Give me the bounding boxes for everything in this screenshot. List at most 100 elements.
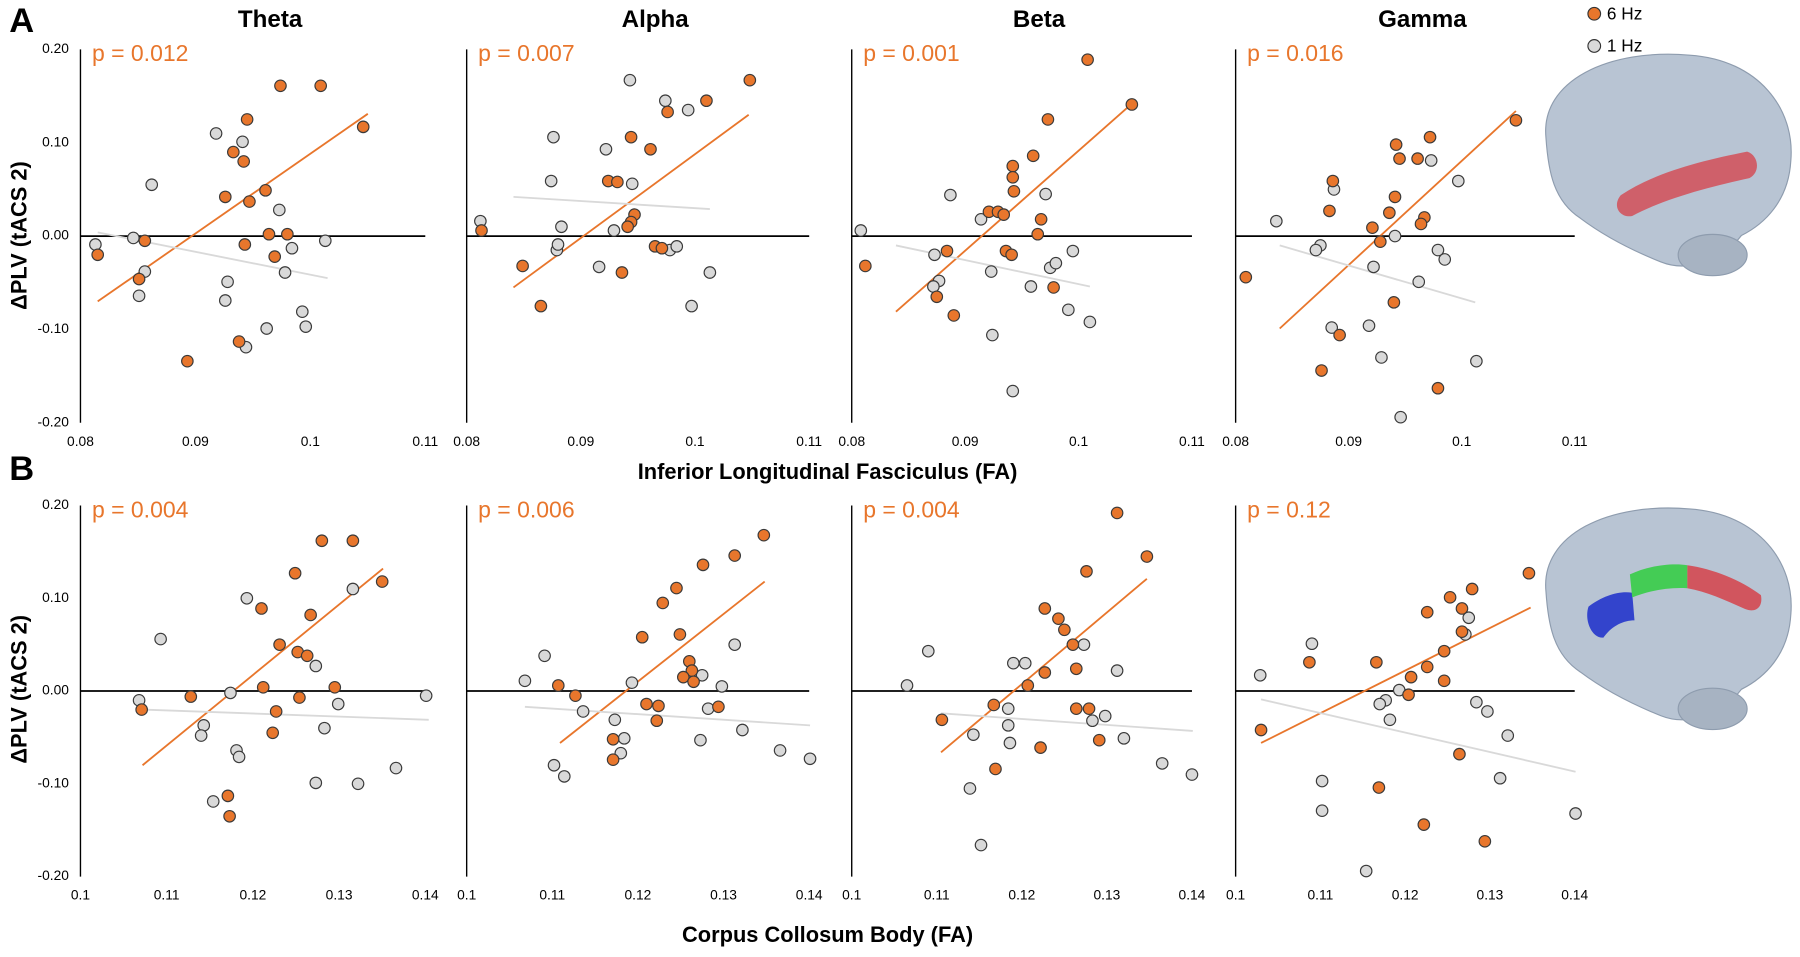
panel-title: Gamma bbox=[1378, 6, 1467, 33]
data-point bbox=[1066, 638, 1080, 651]
data-point bbox=[921, 644, 935, 658]
data-point bbox=[269, 705, 283, 718]
data-point bbox=[1140, 550, 1154, 563]
data-point bbox=[1383, 206, 1396, 220]
data-point bbox=[670, 581, 683, 595]
data-point bbox=[1326, 174, 1340, 188]
data-point bbox=[1443, 591, 1457, 604]
data-point bbox=[91, 248, 105, 262]
data-point bbox=[221, 789, 235, 803]
data-point bbox=[673, 628, 687, 641]
x-tick-label: 0.11 bbox=[796, 434, 822, 449]
legend-label: 6 Hz bbox=[1607, 3, 1642, 23]
data-point bbox=[695, 668, 709, 682]
data-point bbox=[1086, 714, 1099, 728]
data-point bbox=[328, 681, 342, 694]
trend-line bbox=[559, 580, 766, 744]
x-tick-label: 0.12 bbox=[1008, 888, 1035, 903]
data-point bbox=[184, 690, 198, 703]
data-point bbox=[1417, 818, 1431, 831]
data-point bbox=[259, 184, 272, 197]
data-point bbox=[1451, 174, 1465, 188]
data-point bbox=[1437, 644, 1451, 658]
data-point bbox=[659, 94, 672, 108]
x-tick-label: 0.1 bbox=[457, 888, 476, 903]
data-point bbox=[218, 294, 232, 307]
data-point bbox=[243, 195, 256, 208]
panel-letter: B bbox=[9, 450, 34, 488]
data-point bbox=[419, 689, 433, 702]
data-point bbox=[288, 566, 302, 580]
data-point bbox=[1402, 688, 1415, 702]
x-tick-label: 0.13 bbox=[710, 888, 737, 903]
data-point bbox=[1437, 674, 1451, 688]
data-point bbox=[356, 120, 370, 134]
data-point bbox=[318, 234, 332, 248]
data-point bbox=[346, 534, 360, 548]
x-tick-label: 0.12 bbox=[1392, 888, 1419, 903]
data-point bbox=[736, 723, 749, 737]
data-point bbox=[475, 224, 488, 237]
data-point bbox=[278, 266, 292, 279]
x-tick-label: 0.11 bbox=[412, 434, 438, 449]
data-point bbox=[743, 73, 757, 87]
data-point bbox=[1431, 243, 1445, 257]
trend-line bbox=[1260, 606, 1532, 744]
legend-marker bbox=[1587, 39, 1602, 53]
data-point bbox=[1001, 702, 1015, 715]
data-point bbox=[1006, 170, 1020, 184]
data-point bbox=[681, 103, 695, 117]
data-point bbox=[1034, 741, 1047, 754]
data-point bbox=[644, 142, 657, 156]
data-point bbox=[221, 275, 234, 289]
trend-line bbox=[142, 708, 429, 721]
y-tick-label: 0.00 bbox=[42, 228, 69, 243]
data-point bbox=[1367, 260, 1380, 274]
data-point bbox=[1359, 864, 1373, 878]
data-point bbox=[293, 691, 306, 704]
data-point bbox=[1047, 281, 1060, 294]
data-point bbox=[1323, 204, 1336, 218]
x-tick-label: 0.09 bbox=[1335, 434, 1362, 449]
data-point bbox=[1394, 410, 1407, 424]
data-point bbox=[272, 203, 286, 217]
data-point bbox=[700, 94, 713, 108]
data-point bbox=[1110, 506, 1124, 520]
data-point bbox=[1024, 280, 1038, 293]
data-point bbox=[1007, 184, 1021, 198]
data-point bbox=[625, 177, 639, 191]
data-point bbox=[728, 549, 742, 562]
data-point bbox=[606, 732, 620, 746]
data-point bbox=[318, 721, 331, 735]
data-point bbox=[670, 240, 684, 253]
data-point bbox=[687, 675, 700, 689]
data-point bbox=[1052, 612, 1065, 625]
data-point bbox=[1412, 275, 1426, 289]
legend-marker bbox=[1587, 6, 1602, 21]
p-value: p = 0.016 bbox=[1247, 40, 1343, 66]
data-point bbox=[1005, 248, 1018, 262]
data-point bbox=[1411, 152, 1424, 165]
data-point bbox=[1569, 807, 1582, 820]
data-point bbox=[238, 238, 252, 251]
data-point bbox=[1006, 384, 1020, 398]
data-point bbox=[1041, 113, 1055, 126]
data-point bbox=[685, 299, 698, 313]
data-point bbox=[623, 73, 637, 87]
data-point bbox=[608, 713, 622, 727]
x-tick-label: 0.14 bbox=[412, 888, 439, 903]
data-point bbox=[967, 728, 980, 741]
data-point bbox=[555, 220, 568, 234]
data-point bbox=[621, 220, 634, 234]
data-point bbox=[640, 697, 653, 711]
data-point bbox=[1058, 623, 1071, 637]
data-point bbox=[304, 608, 317, 622]
y-tick-label: -0.10 bbox=[38, 775, 70, 790]
data-point bbox=[138, 234, 152, 248]
data-point bbox=[1387, 296, 1401, 309]
data-point bbox=[1006, 159, 1020, 173]
data-point bbox=[1305, 637, 1319, 651]
data-point bbox=[346, 582, 360, 596]
data-point bbox=[223, 809, 236, 823]
data-point bbox=[237, 155, 250, 168]
